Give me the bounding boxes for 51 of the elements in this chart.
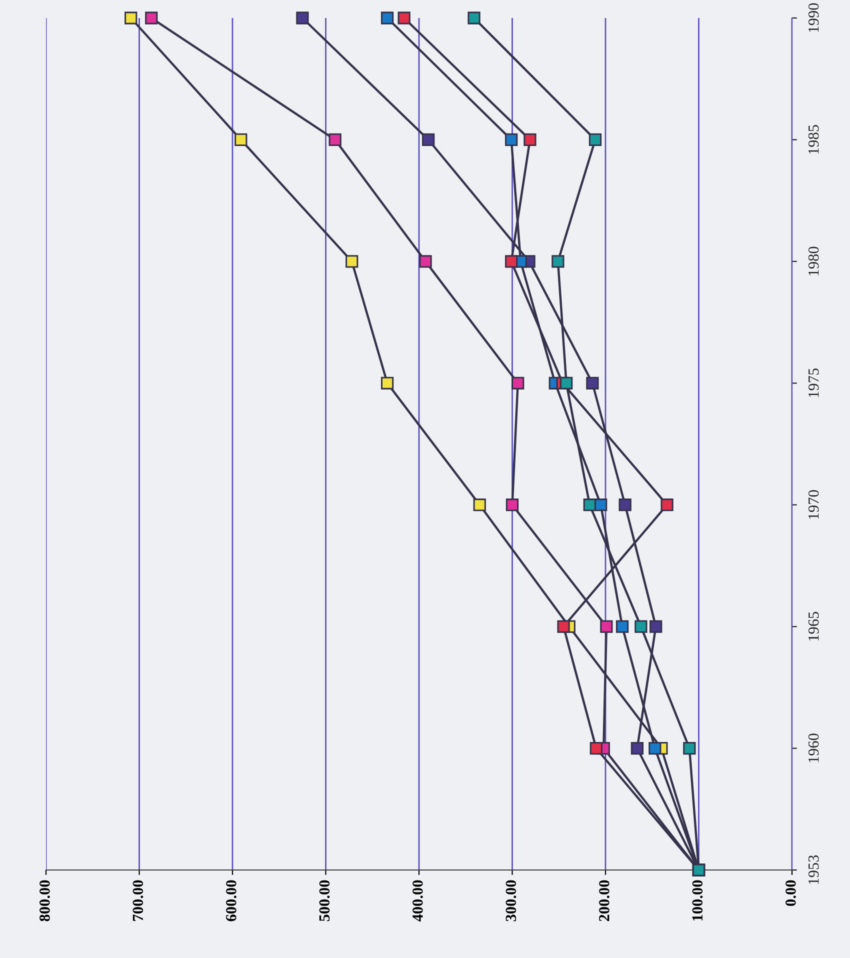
point [380, 12, 394, 24]
y-tick-label: 1985 [808, 125, 819, 154]
point [560, 376, 573, 390]
x-tick-label: 200.00 [599, 880, 610, 922]
point [296, 12, 309, 24]
point [124, 12, 138, 24]
point [600, 620, 613, 633]
x-tick-label: 800.00 [40, 880, 50, 922]
x-tick-label: 700.00 [132, 880, 144, 921]
point [618, 498, 632, 512]
y-tick-label: 1970 [808, 490, 819, 519]
point [504, 255, 518, 268]
point [650, 620, 662, 633]
point [586, 376, 599, 390]
x-tick-label: 0.00 [786, 880, 796, 906]
point [590, 742, 602, 755]
y-tick-label: 1990 [808, 3, 819, 32]
point [468, 12, 480, 24]
point [660, 498, 674, 512]
point [398, 12, 410, 24]
point [422, 133, 435, 146]
point [648, 742, 662, 755]
y-tick-label: 1965 [808, 612, 819, 641]
point [234, 133, 248, 146]
x-tick-label: 500.00 [319, 880, 330, 922]
point [506, 498, 519, 512]
point [557, 620, 570, 633]
x-tick-label: 600.00 [226, 880, 236, 922]
point [504, 133, 518, 146]
point [630, 742, 644, 755]
point [380, 376, 394, 390]
point [346, 255, 358, 268]
y-tick-label: 1953 [808, 855, 819, 884]
y-tick-label: 1960 [808, 734, 819, 762]
point [328, 133, 342, 146]
point [512, 376, 524, 390]
point [583, 498, 596, 512]
point [552, 255, 564, 268]
point [683, 742, 696, 755]
point [419, 255, 432, 268]
point [588, 133, 602, 146]
point [473, 498, 486, 512]
x-tick-label: 400.00 [412, 880, 423, 922]
point [524, 133, 536, 146]
y-tick-label: 1975 [808, 368, 819, 398]
y-tick-label: 1980 [808, 246, 819, 276]
x-tick-label: 100.00 [692, 880, 703, 921]
point [616, 620, 629, 633]
point [145, 12, 158, 24]
point [634, 620, 648, 633]
x-tick-label: 300.00 [506, 880, 516, 922]
